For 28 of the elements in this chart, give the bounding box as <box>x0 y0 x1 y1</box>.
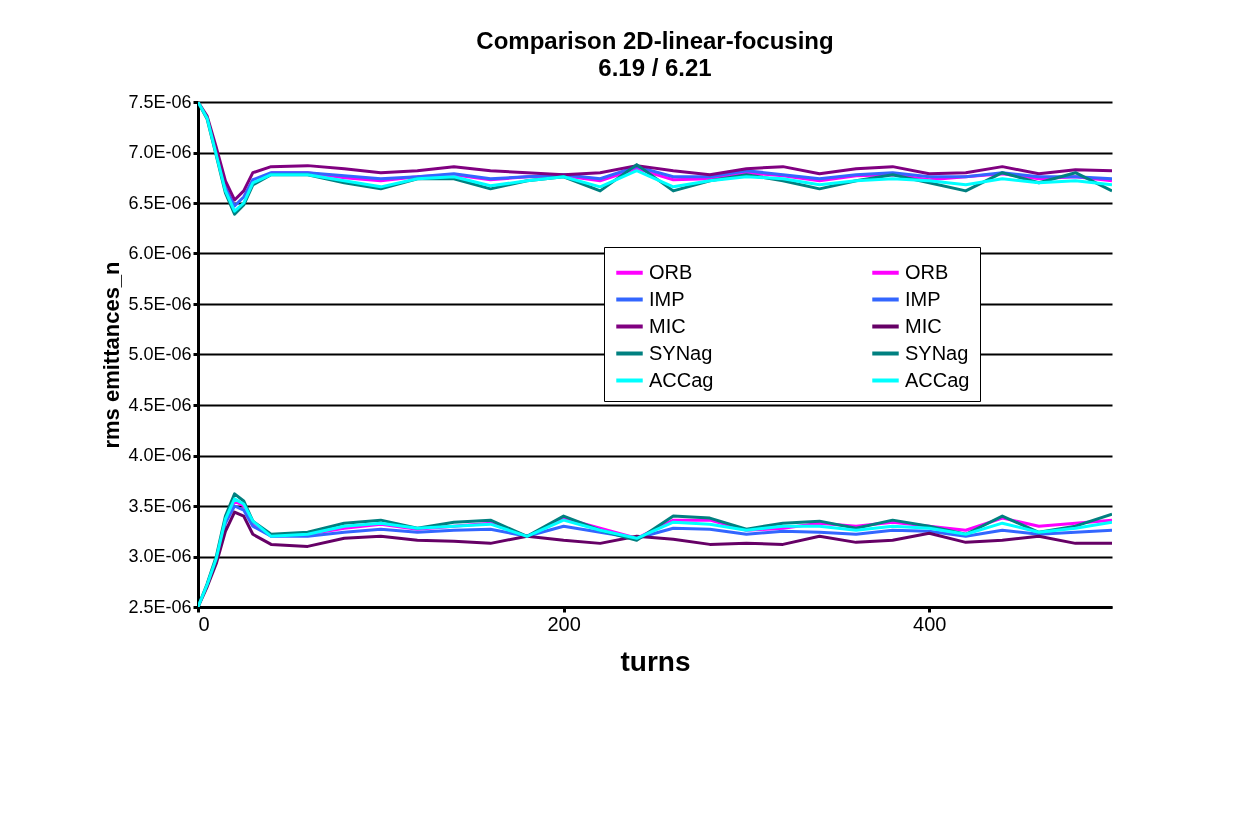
legend-label: SYNag <box>905 341 969 364</box>
x-axis-title: turns <box>620 645 691 677</box>
legend-label: IMP <box>905 287 941 310</box>
legend-label: ORB <box>905 260 949 283</box>
legend-label: SYNag <box>649 341 713 364</box>
y-tick-label: 3.0E-06 <box>128 546 192 566</box>
y-tick-label: 7.5E-06 <box>128 91 192 112</box>
legend-label: ACCag <box>905 368 970 391</box>
legend-label: MIC <box>649 314 686 337</box>
y-tick-label: 4.0E-06 <box>128 445 192 465</box>
x-tick-label: 200 <box>547 612 581 635</box>
y-tick-label: 6.5E-06 <box>128 192 192 213</box>
legend-label: ORB <box>649 260 693 283</box>
legend-label: IMP <box>649 287 685 310</box>
legend-label: MIC <box>905 314 942 337</box>
y-tick-label: 5.0E-06 <box>128 344 192 364</box>
y-axis-title: rms emittances_n <box>99 261 125 449</box>
y-tick-label: 4.5E-06 <box>128 394 192 415</box>
legend-label: ACCag <box>649 368 714 391</box>
y-tick-label: 3.5E-06 <box>128 495 192 516</box>
chart-title: Comparison 2D-linear-focusing <box>476 27 834 54</box>
x-tick-label: 400 <box>913 612 947 635</box>
y-tick-label: 2.5E-06 <box>128 596 192 617</box>
y-tick-label: 6.0E-06 <box>128 243 192 263</box>
y-tick-label: 7.0E-06 <box>128 142 192 162</box>
chart-subtitle: 6.19 / 6.21 <box>598 54 712 81</box>
x-tick-label: 0 <box>198 612 210 635</box>
y-tick-label: 5.5E-06 <box>128 293 192 314</box>
